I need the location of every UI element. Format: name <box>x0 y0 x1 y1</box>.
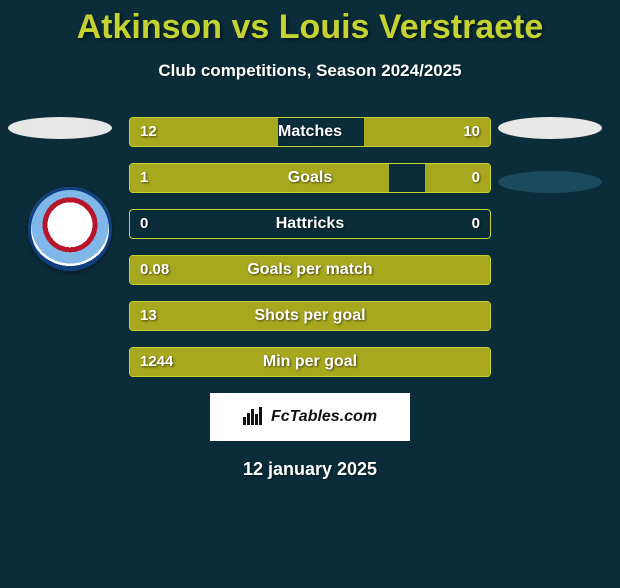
player1-placeholder-oval <box>8 117 112 139</box>
footer-brand-text: FcTables.com <box>271 408 377 426</box>
footer-brand: FcTables.com <box>210 393 410 441</box>
stat-label: Goals <box>130 164 490 192</box>
stat-row-min-per-goal: 1244 Min per goal <box>129 347 491 377</box>
stat-label: Goals per match <box>130 256 490 284</box>
stat-row-matches: 12 Matches 10 <box>129 117 491 147</box>
stat-label: Min per goal <box>130 348 490 376</box>
stat-value-right: 0 <box>472 164 480 192</box>
comparison-panel: 12 Matches 10 1 Goals 0 0 Hattricks 0 0.… <box>0 117 620 480</box>
bars-icon <box>243 405 265 430</box>
stat-value-right: 0 <box>472 210 480 238</box>
stats-bars: 12 Matches 10 1 Goals 0 0 Hattricks 0 0.… <box>129 117 491 377</box>
subtitle: Club competitions, Season 2024/2025 <box>0 61 620 81</box>
stat-label: Hattricks <box>130 210 490 238</box>
stat-row-goals-per-match: 0.08 Goals per match <box>129 255 491 285</box>
date-text: 12 january 2025 <box>0 459 620 480</box>
stat-row-shots-per-goal: 13 Shots per goal <box>129 301 491 331</box>
stat-value-right: 10 <box>463 118 480 146</box>
stat-row-goals: 1 Goals 0 <box>129 163 491 193</box>
stat-label: Shots per goal <box>130 302 490 330</box>
page-title: Atkinson vs Louis Verstraete <box>0 8 620 47</box>
stat-label: Matches <box>130 118 490 146</box>
club2-placeholder-oval <box>498 171 602 193</box>
club1-crest <box>28 187 112 271</box>
player2-placeholder-oval <box>498 117 602 139</box>
stat-row-hattricks: 0 Hattricks 0 <box>129 209 491 239</box>
